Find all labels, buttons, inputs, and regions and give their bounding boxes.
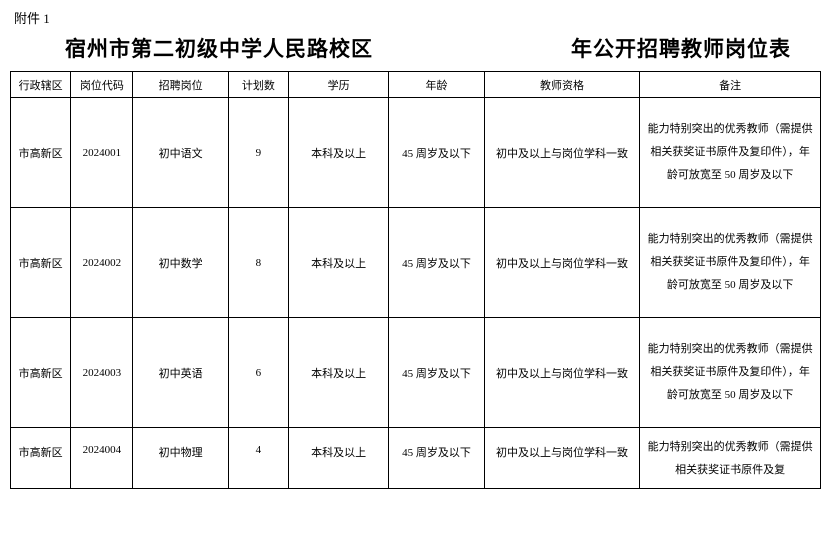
cell-count: 9 — [228, 98, 288, 208]
th-note: 备注 — [640, 72, 821, 98]
cell-qual: 初中及以上与岗位学科一致 — [484, 98, 640, 208]
cell-edu: 本科及以上 — [289, 98, 389, 208]
table-row: 市高新区 2024003 初中英语 6 本科及以上 45 周岁及以下 初中及以上… — [11, 318, 821, 428]
cell-note: 能力特别突出的优秀教师（需提供相关获奖证书原件及复 — [640, 428, 821, 489]
cell-code: 2024004 — [71, 428, 133, 489]
cell-code: 2024003 — [71, 318, 133, 428]
cell-position: 初中英语 — [133, 318, 228, 428]
cell-note: 能力特别突出的优秀教师（需提供相关获奖证书原件及复印件），年龄可放宽至 50 周… — [640, 318, 821, 428]
cell-edu: 本科及以上 — [289, 208, 389, 318]
cell-edu: 本科及以上 — [289, 428, 389, 489]
document-title-row: 宿州市第二初级中学人民路校区 年公开招聘教师岗位表 — [10, 33, 821, 71]
cell-count: 6 — [228, 318, 288, 428]
th-qual: 教师资格 — [484, 72, 640, 98]
cell-age: 45 周岁及以下 — [389, 428, 484, 489]
title-right: 年公开招聘教师岗位表 — [523, 33, 791, 63]
cell-district: 市高新区 — [11, 428, 71, 489]
attachment-label: 附件 1 — [10, 8, 821, 27]
cell-district: 市高新区 — [11, 98, 71, 208]
th-edu: 学历 — [289, 72, 389, 98]
cell-count: 8 — [228, 208, 288, 318]
th-district: 行政辖区 — [11, 72, 71, 98]
table-header-row: 行政辖区 岗位代码 招聘岗位 计划数 学历 年龄 教师资格 备注 — [11, 72, 821, 98]
cell-code: 2024001 — [71, 98, 133, 208]
cell-age: 45 周岁及以下 — [389, 318, 484, 428]
recruitment-table: 行政辖区 岗位代码 招聘岗位 计划数 学历 年龄 教师资格 备注 市高新区 20… — [10, 71, 821, 489]
cell-qual: 初中及以上与岗位学科一致 — [484, 208, 640, 318]
cell-age: 45 周岁及以下 — [389, 208, 484, 318]
cell-note: 能力特别突出的优秀教师（需提供相关获奖证书原件及复印件），年龄可放宽至 50 周… — [640, 98, 821, 208]
title-left: 宿州市第二初级中学人民路校区 — [65, 33, 373, 63]
cell-district: 市高新区 — [11, 208, 71, 318]
th-age: 年龄 — [389, 72, 484, 98]
cell-position: 初中语文 — [133, 98, 228, 208]
title-right-suffix: 年公开招聘教师岗位表 — [571, 37, 791, 61]
table-row: 市高新区 2024004 初中物理 4 本科及以上 45 周岁及以下 初中及以上… — [11, 428, 821, 489]
cell-qual: 初中及以上与岗位学科一致 — [484, 318, 640, 428]
cell-code: 2024002 — [71, 208, 133, 318]
th-position: 招聘岗位 — [133, 72, 228, 98]
table-body: 市高新区 2024001 初中语文 9 本科及以上 45 周岁及以下 初中及以上… — [11, 98, 821, 489]
cell-position: 初中数学 — [133, 208, 228, 318]
table-row: 市高新区 2024002 初中数学 8 本科及以上 45 周岁及以下 初中及以上… — [11, 208, 821, 318]
cell-count: 4 — [228, 428, 288, 489]
cell-position: 初中物理 — [133, 428, 228, 489]
table-row: 市高新区 2024001 初中语文 9 本科及以上 45 周岁及以下 初中及以上… — [11, 98, 821, 208]
cell-age: 45 周岁及以下 — [389, 98, 484, 208]
cell-qual: 初中及以上与岗位学科一致 — [484, 428, 640, 489]
cell-edu: 本科及以上 — [289, 318, 389, 428]
cell-note: 能力特别突出的优秀教师（需提供相关获奖证书原件及复印件），年龄可放宽至 50 周… — [640, 208, 821, 318]
cell-district: 市高新区 — [11, 318, 71, 428]
th-count: 计划数 — [228, 72, 288, 98]
th-code: 岗位代码 — [71, 72, 133, 98]
